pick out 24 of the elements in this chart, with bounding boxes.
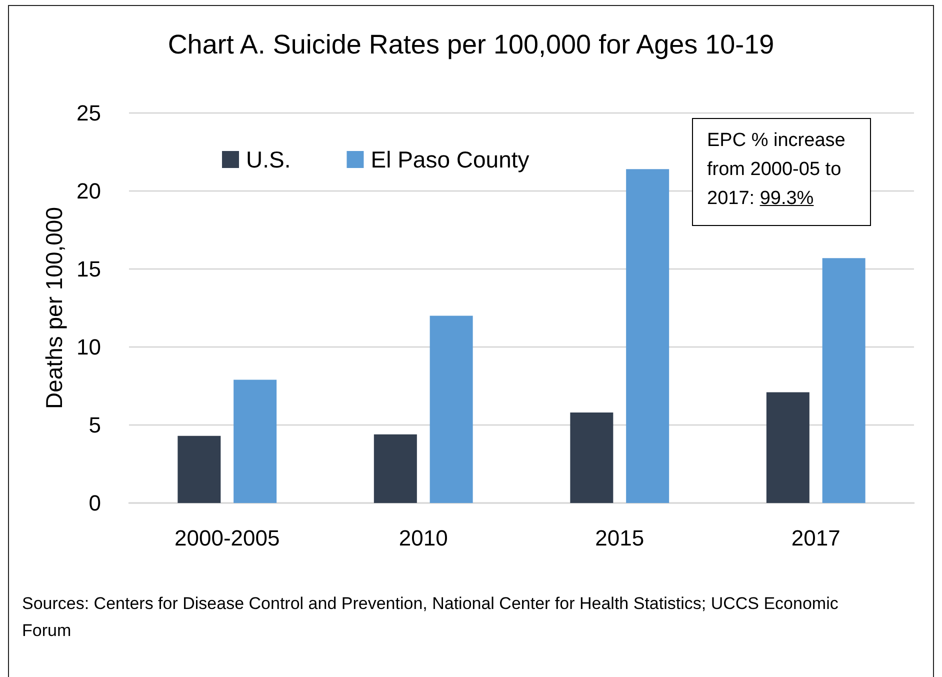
- y-tick-label: 10: [76, 334, 101, 360]
- y-axis-title: Deaths per 100,000: [41, 206, 68, 410]
- source-note: Sources: Centers for Disease Control and Prevention, National Center for Health Statistics; UCCS Economic Forum: [22, 593, 840, 642]
- annotation: EPC % increase from 2000-05 to 2017: 99.3%: [707, 129, 846, 211]
- x-tick-label: 2010: [398, 526, 448, 550]
- bar: [178, 436, 221, 503]
- chart-title: Chart A. Suicide Rates per 100,000 for Ages 10-19: [168, 30, 774, 60]
- bar: [234, 380, 277, 503]
- bar: [430, 316, 473, 503]
- legend-label: El Paso County: [370, 146, 530, 172]
- y-tick-label: 0: [88, 490, 101, 516]
- legend-label: U.S.: [246, 146, 291, 172]
- y-tick-label: 5: [88, 412, 101, 438]
- y-tick-label: 25: [76, 100, 101, 126]
- bar: [766, 392, 810, 503]
- x-tick-label: 2000-2005: [174, 526, 280, 550]
- bar: [626, 169, 670, 503]
- y-tick-label: 20: [76, 178, 101, 204]
- bar: [374, 434, 417, 503]
- bar: [570, 412, 614, 503]
- bar: [822, 258, 866, 503]
- x-tick-label: 2015: [595, 526, 644, 550]
- x-tick-label: 2017: [791, 526, 840, 550]
- y-tick-label: 15: [76, 256, 101, 282]
